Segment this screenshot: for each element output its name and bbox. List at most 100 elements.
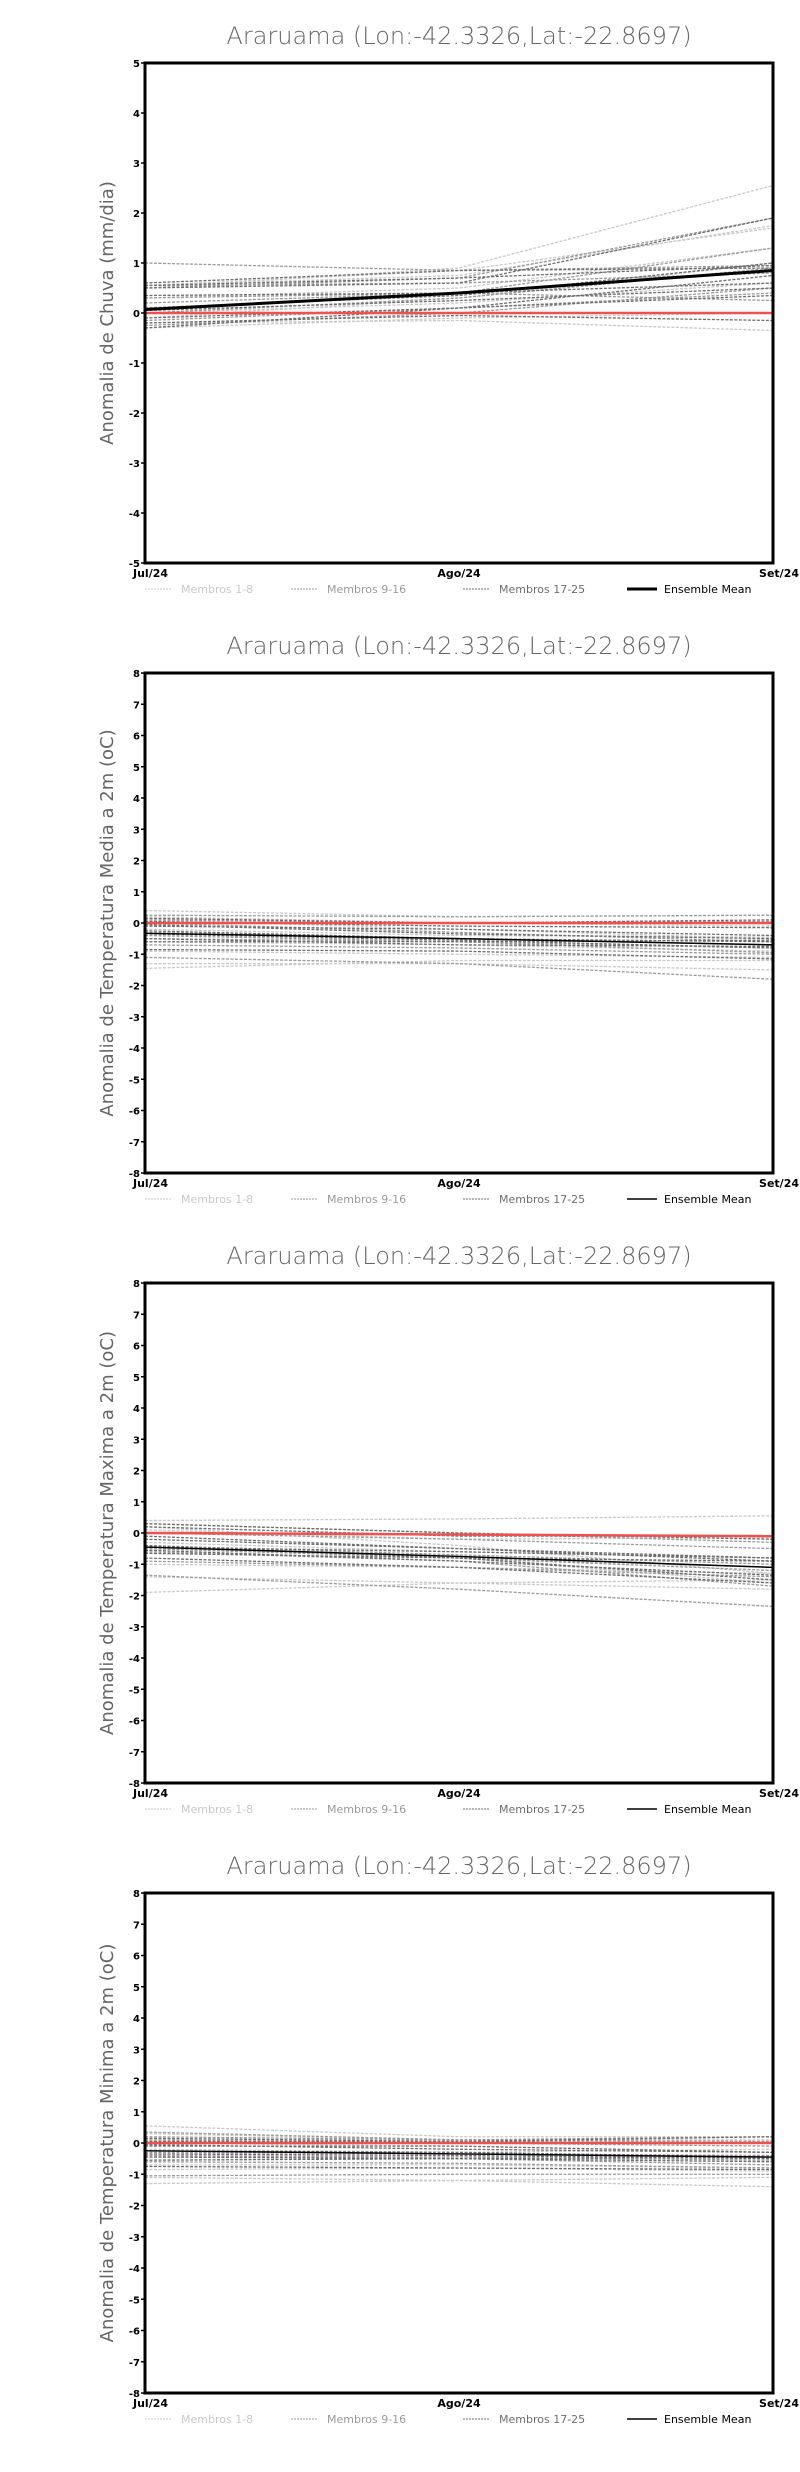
member-line-9 [144, 914, 774, 918]
y-tick-label: -2 [129, 982, 140, 993]
ensemble-mean-line [144, 932, 774, 946]
y-tick-label: -4 [129, 1654, 140, 1665]
x-tick-label: Set/24 [759, 567, 799, 580]
plot-frame [143, 1281, 775, 1785]
member-line-23 [144, 1522, 774, 1540]
y-tick-label: -8 [129, 2389, 140, 2400]
legend-item-3: Membros 17-25 [463, 2413, 585, 2426]
chart-panel-2: Araruama (Lon:-42.3326,Lat:-22.8697) Anom… [0, 610, 800, 1220]
member-line-5 [144, 1576, 774, 1590]
member-line-22 [145, 939, 774, 943]
member-line-23 [144, 282, 774, 297]
reference-line [144, 1531, 774, 1538]
legend-label: Membros 9-16 [327, 2413, 406, 2426]
y-tick-label: 1 [133, 888, 140, 899]
y-tick-label: -1 [129, 359, 140, 370]
x-tick-label: Ago/24 [437, 2397, 481, 2410]
y-tick-label: 7 [133, 1920, 140, 1931]
y-tick-label: -6 [129, 2327, 140, 2338]
ensemble-mean-line [144, 1546, 774, 1569]
member-line-11 [144, 1544, 774, 1565]
legend-label: Membros 17-25 [499, 583, 585, 596]
legend-label: Membros 1-8 [181, 1193, 253, 1206]
y-axis-label: Anomalia de Chuva (mm/dia) [97, 181, 118, 445]
member-line-20 [144, 948, 774, 960]
chart-panel-1: Araruama (Lon:-42.3326,Lat:-22.8697) Anom… [0, 0, 800, 610]
y-tick-label: 6 [133, 1952, 140, 1963]
y-tick-label: -3 [129, 1623, 140, 1634]
member-line-1 [144, 1515, 774, 1522]
chart-title: Araruama (Lon:-42.3326,Lat:-22.8697) [226, 1852, 691, 1880]
legend-item-2: Membros 9-16 [291, 1193, 406, 1206]
member-line-15 [144, 292, 774, 322]
ensemble-mean-line [144, 2150, 774, 2158]
x-tick-label: Set/24 [759, 2397, 799, 2410]
y-tick-label: 3 [133, 159, 140, 170]
y-tick-label: 3 [133, 825, 140, 836]
x-tick-label: Jul/24 [132, 2397, 168, 2410]
member-line-8 [144, 2167, 774, 2172]
member-line-14 [144, 267, 774, 314]
chart-svg: Araruama (Lon:-42.3326,Lat:-22.8697) Anom… [97, 1242, 799, 1816]
legend-label: Membros 1-8 [181, 2413, 253, 2426]
y-tick-label: -7 [129, 2358, 140, 2369]
legend-item-3: Membros 17-25 [463, 583, 585, 596]
member-line-23 [144, 2136, 774, 2143]
legend-label: Ensemble Mean [664, 1193, 751, 1206]
member-line-24 [144, 294, 774, 319]
legend-item-4: Ensemble Mean [627, 1803, 751, 1816]
chart-svg: Araruama (Lon:-42.3326,Lat:-22.8697) Anom… [97, 22, 799, 596]
member-line-5 [145, 962, 774, 971]
y-tick-label: 1 [133, 2108, 140, 2119]
member-line-9 [144, 262, 774, 272]
member-line-21 [144, 1546, 774, 1559]
y-tick-label: 5 [133, 1983, 140, 1994]
member-line-7 [144, 916, 774, 927]
x-tick-label: Jul/24 [132, 1787, 168, 1800]
member-line-13 [144, 272, 774, 287]
x-tick-label: Jul/24 [132, 567, 168, 580]
member-line-15 [144, 2161, 774, 2169]
member-line-16 [144, 247, 774, 304]
member-line-15 [144, 944, 774, 955]
legend-label: Membros 17-25 [499, 2413, 585, 2426]
member-line-25 [144, 2143, 774, 2154]
member-line-3 [144, 262, 774, 319]
chart-panel-3: Araruama (Lon:-42.3326,Lat:-22.8697) Anom… [0, 1220, 800, 1830]
legend-item-2: Membros 9-16 [291, 583, 406, 596]
y-tick-label: 1 [133, 259, 140, 270]
member-line-8 [144, 1563, 774, 1575]
legend-item-4: Ensemble Mean [627, 1193, 751, 1206]
y-tick-label: -5 [129, 1685, 140, 1696]
member-line-24 [144, 2153, 774, 2160]
plot-frame [143, 671, 775, 1175]
member-line-18 [144, 274, 774, 329]
plot-frame [143, 61, 775, 565]
legend-item-1: Membros 1-8 [145, 2413, 253, 2426]
y-tick-label: 8 [133, 669, 140, 680]
legend-label: Membros 1-8 [181, 583, 253, 596]
x-tick-label: Ago/24 [437, 567, 481, 580]
member-line-2 [144, 184, 774, 289]
y-tick-label: 2 [133, 857, 140, 868]
y-tick-label: 4 [133, 794, 140, 805]
y-tick-label: 0 [133, 2139, 140, 2150]
y-tick-label: 4 [133, 2014, 140, 2025]
chart-title: Araruama (Lon:-42.3326,Lat:-22.8697) [226, 22, 691, 50]
y-tick-label: 8 [133, 1889, 140, 1900]
y-tick-label: 7 [133, 1310, 140, 1321]
chart-title: Araruama (Lon:-42.3326,Lat:-22.8697) [226, 1242, 691, 1270]
member-line-8 [144, 224, 774, 287]
member-line-7 [144, 2132, 773, 2141]
member-line-21 [144, 314, 774, 324]
y-tick-label: -2 [129, 1592, 140, 1603]
member-line-22 [144, 2157, 774, 2163]
member-line-22 [144, 1552, 774, 1562]
legend-item-4: Ensemble Mean [627, 2413, 751, 2426]
ensemble-mean-line [144, 269, 774, 311]
legend-item-4: Ensemble Mean [627, 583, 751, 596]
member-line-5 [144, 2176, 774, 2188]
legend-label: Membros 9-16 [327, 1193, 406, 1206]
member-line-25 [144, 923, 774, 940]
